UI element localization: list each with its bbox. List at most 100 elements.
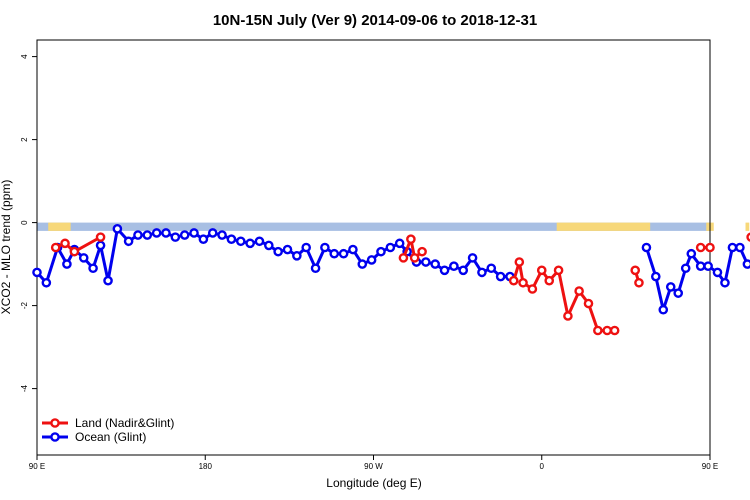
data-point: [609, 325, 620, 336]
plot-frame: [36, 39, 711, 456]
x-tick-label: 90 W: [364, 462, 383, 471]
legend: Land (Nadir&Glint)Ocean (Glint): [42, 416, 174, 444]
data-point: [673, 288, 684, 298]
data-point: [95, 240, 106, 251]
data-point: [641, 242, 652, 253]
data-point: [50, 242, 61, 253]
data-point: [292, 250, 302, 261]
data-point: [409, 253, 420, 263]
legend-label: Ocean (Glint): [75, 430, 146, 444]
data-point: [273, 246, 283, 257]
data-point: [486, 263, 497, 274]
series-line: [35, 227, 512, 285]
data-point: [720, 277, 730, 288]
data-point: [62, 259, 72, 269]
data-point: [712, 267, 723, 278]
y-tick-label: -2: [20, 301, 29, 309]
x-tick-label: 90 E: [702, 462, 718, 471]
data-point: [357, 259, 368, 269]
x-tick-label: 180: [199, 462, 213, 471]
series-land-nadir-glint: [50, 232, 750, 336]
data-point: [123, 236, 134, 247]
data-point: [179, 230, 190, 240]
data-point: [112, 224, 123, 234]
chart-title: 10N-15N July (Ver 9) 2014-09-06 to 2018-…: [213, 12, 537, 29]
data-point: [329, 248, 340, 259]
data-point: [746, 232, 750, 242]
data-point: [103, 275, 113, 286]
data-point: [69, 246, 80, 257]
land-patch: [48, 222, 71, 231]
x-axis-label: Longitude (deg E): [326, 476, 421, 490]
data-point: [320, 242, 330, 253]
data-point: [467, 253, 478, 263]
data-point: [735, 242, 745, 253]
data-point: [189, 228, 199, 238]
data-point: [406, 234, 416, 244]
data-point: [705, 242, 715, 253]
data-point: [495, 271, 506, 282]
data-point: [574, 286, 584, 296]
y-axis-label: XCO2 - MLO trend (ppm): [0, 180, 13, 315]
legend-marker: [50, 418, 60, 428]
data-point: [245, 238, 255, 249]
y-tick-label: 0: [20, 220, 29, 225]
data-point: [439, 265, 450, 276]
series-line: [54, 235, 103, 254]
series-line: [644, 246, 750, 312]
data-point: [449, 261, 459, 271]
data-point: [430, 259, 440, 269]
data-point: [686, 248, 697, 259]
data-point: [41, 277, 52, 288]
land-patch: [556, 222, 651, 231]
data-point: [508, 275, 519, 286]
data-point: [398, 253, 409, 263]
data-point: [133, 230, 143, 240]
map-strip: [37, 222, 750, 231]
data-point: [727, 242, 738, 253]
series-ocean-glint: [32, 224, 750, 315]
data-point: [32, 267, 42, 278]
legend-label: Land (Nadir&Glint): [75, 416, 174, 430]
data-point: [217, 230, 227, 240]
data-point: [630, 265, 641, 276]
data-point: [88, 263, 98, 274]
data-point: [658, 304, 669, 315]
data-point: [95, 232, 106, 242]
data-point: [514, 257, 525, 267]
data-point: [665, 282, 676, 292]
data-point: [338, 248, 349, 259]
data-point: [602, 325, 612, 336]
x-tick-label: 0: [540, 462, 545, 471]
data-point: [527, 284, 538, 294]
data-point: [60, 238, 70, 249]
data-point: [254, 236, 265, 247]
data-point: [593, 325, 603, 336]
data-point: [301, 242, 312, 253]
data-point: [544, 275, 555, 286]
series-line: [401, 237, 424, 260]
data-point: [583, 298, 594, 309]
data-point: [394, 238, 405, 249]
data-point: [417, 246, 427, 257]
y-axis: 4 2 0 -2 -4: [20, 54, 37, 392]
ocean-band: [37, 222, 710, 231]
data-point: [264, 240, 274, 251]
data-point: [518, 277, 528, 288]
data-point: [536, 265, 547, 276]
land-patch: [745, 222, 750, 231]
data-point: [161, 228, 171, 238]
data-point: [650, 271, 661, 282]
x-tick-label: 90 E: [29, 462, 45, 471]
data-point: [634, 277, 644, 288]
data-point: [348, 244, 358, 255]
data-point: [142, 230, 153, 240]
series-layer: [32, 224, 750, 336]
data-point: [282, 244, 293, 255]
x-axis: 90 E 180 90 W 0 90 E: [29, 455, 718, 471]
data-point: [366, 255, 377, 265]
data-point: [235, 236, 246, 247]
series-line: [512, 260, 617, 332]
y-tick-label: -4: [20, 384, 29, 392]
data-point: [421, 257, 431, 267]
